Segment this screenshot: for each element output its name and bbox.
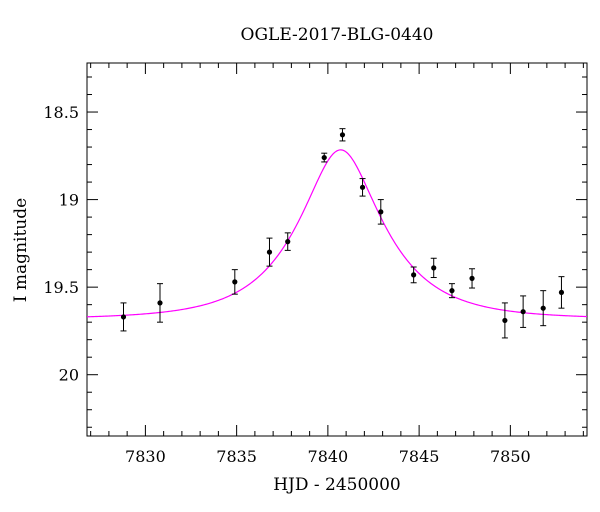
data-point [520,295,527,328]
data-point [448,283,455,299]
data-point-marker [411,272,417,278]
data-point-marker [266,249,273,255]
axis-ticks [87,63,587,436]
data-point [120,302,127,332]
chart-title: OGLE-2017-BLG-0440 [241,25,434,45]
x-tick-label: 7830 [125,447,166,466]
data-point-marker [502,317,508,324]
data-point [284,232,291,251]
x-tick-label: 7835 [216,447,257,466]
plot-frame [86,62,588,437]
data-point-marker [558,289,565,296]
x-tick-label: 7845 [399,447,440,466]
data-point [469,268,476,289]
x-axis-label: HJD - 2450000 [273,475,401,495]
data-point-marker [469,275,475,281]
y-tick-label: 18.5 [43,103,79,122]
data-point [231,269,238,295]
data-points-group [120,128,565,339]
data-point-marker [157,300,163,306]
data-point-marker [285,239,291,245]
x-tick-label: 7840 [308,447,349,466]
data-point-marker [321,154,327,161]
plot-frame-group [86,62,588,437]
data-point [359,178,366,197]
y-tick-label: 19 [59,191,79,210]
data-point-marker [378,209,384,215]
x-tick-labels: 7830 7835 7840 7845 7850 [125,447,531,466]
data-point-marker [339,132,346,138]
data-point [339,128,346,142]
data-point-marker [431,265,437,271]
y-tick-label: 20 [59,366,79,385]
data-point [540,290,547,327]
data-point-marker [232,279,238,285]
data-point [321,152,328,163]
y-tick-labels: 18.5 19 19.5 20 [43,103,79,385]
data-point [377,199,384,225]
data-point-marker [120,314,127,320]
model-curve [86,149,588,318]
data-point [558,276,565,309]
y-tick-label: 19.5 [43,278,79,297]
data-point [156,283,163,323]
data-point-marker [449,288,455,294]
y-axis-label: I magnitude [11,198,31,302]
x-tick-label: 7850 [490,447,531,466]
data-point-marker [540,305,546,311]
model-curve-group [86,149,588,318]
data-point-marker [359,184,366,190]
data-point-marker [520,309,526,315]
data-point [430,257,437,279]
data-point [501,302,508,339]
data-point [266,237,273,267]
data-point [410,266,417,284]
